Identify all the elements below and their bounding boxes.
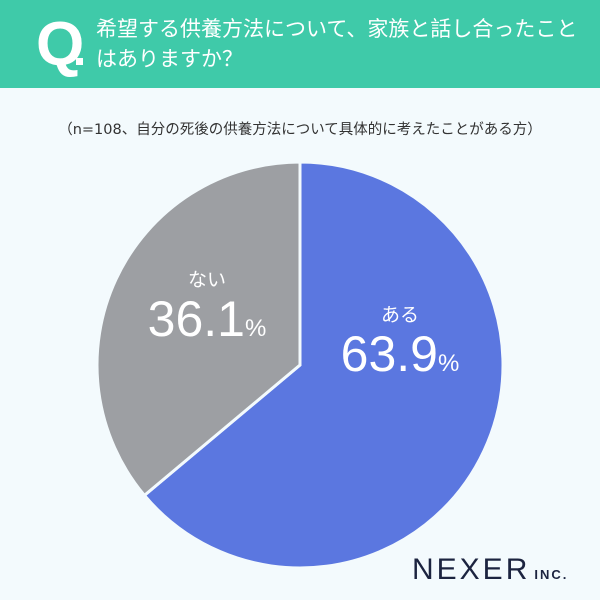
label-no-value: 36.1 [147,291,245,347]
label-yes-value: 63.9 [340,326,438,382]
logo-main: NEXER [412,553,531,586]
label-yes-name: ある [380,304,419,326]
question-text: 希望する供養方法について、家族と話し合ったことはありますか？ [96,17,578,71]
label-no-name: ない [187,269,226,291]
nexer-logo: NEXER INC. [412,553,568,587]
slice-yes [142,160,505,570]
label-yes: ある 63.9% [310,300,490,381]
label-yes-unit: % [437,350,460,377]
chart-subtitle: （n=108、自分の死後の供養方法について具体的に考えたことがある方） [58,122,542,138]
logo-inc: INC. [534,567,569,582]
label-no: ない 36.1% [122,265,292,346]
q-mark: Q [36,10,85,79]
label-no-unit: % [244,315,267,342]
question-header: Q 希望する供養方法について、家族と話し合ったことはありますか？ [0,0,600,88]
slice-no [95,160,302,498]
q-dot [76,58,83,65]
